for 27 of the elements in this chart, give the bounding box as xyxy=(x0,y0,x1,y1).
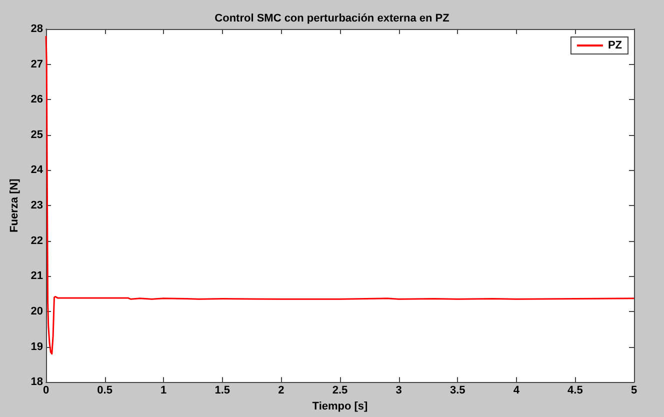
line-series xyxy=(45,35,635,355)
y-tick-label: 28 xyxy=(30,23,43,35)
y-tick-label: 24 xyxy=(30,164,44,176)
y-tick-label: 20 xyxy=(30,305,43,318)
x-tick-label: 2 xyxy=(278,384,284,397)
chart-title: Control SMC con perturbación externa en PZ xyxy=(214,12,450,24)
y-tick-label: 25 xyxy=(30,128,43,141)
x-tick-label: 2.5 xyxy=(332,384,348,397)
y-tick-label: 23 xyxy=(30,200,43,212)
x-tick-label: 0.5 xyxy=(97,384,112,397)
x-tick-label: 1.5 xyxy=(214,384,230,397)
y-tick-label: 19 xyxy=(30,340,43,353)
y-tick-label: 27 xyxy=(30,58,43,70)
y-axis-title: Fuerza [N] xyxy=(8,178,20,232)
y-tick-label: 26 xyxy=(30,94,43,106)
x-tick-label: 1 xyxy=(160,384,167,397)
x-tick-label: 3 xyxy=(396,384,402,397)
y-tick-label: 22 xyxy=(30,234,43,247)
x-tick-label: 4.5 xyxy=(568,384,583,397)
x-tick-label: 0 xyxy=(42,384,50,397)
x-axis-title: Tiempo [s] xyxy=(312,400,368,412)
x-tick-label: 5 xyxy=(630,384,638,397)
legend-label: PZ xyxy=(608,40,622,52)
y-tick-label: 18 xyxy=(30,376,43,388)
y-tick-label: 21 xyxy=(30,270,43,282)
x-tick-label: 3.5 xyxy=(450,384,466,397)
x-tick-label: 4 xyxy=(513,384,520,397)
